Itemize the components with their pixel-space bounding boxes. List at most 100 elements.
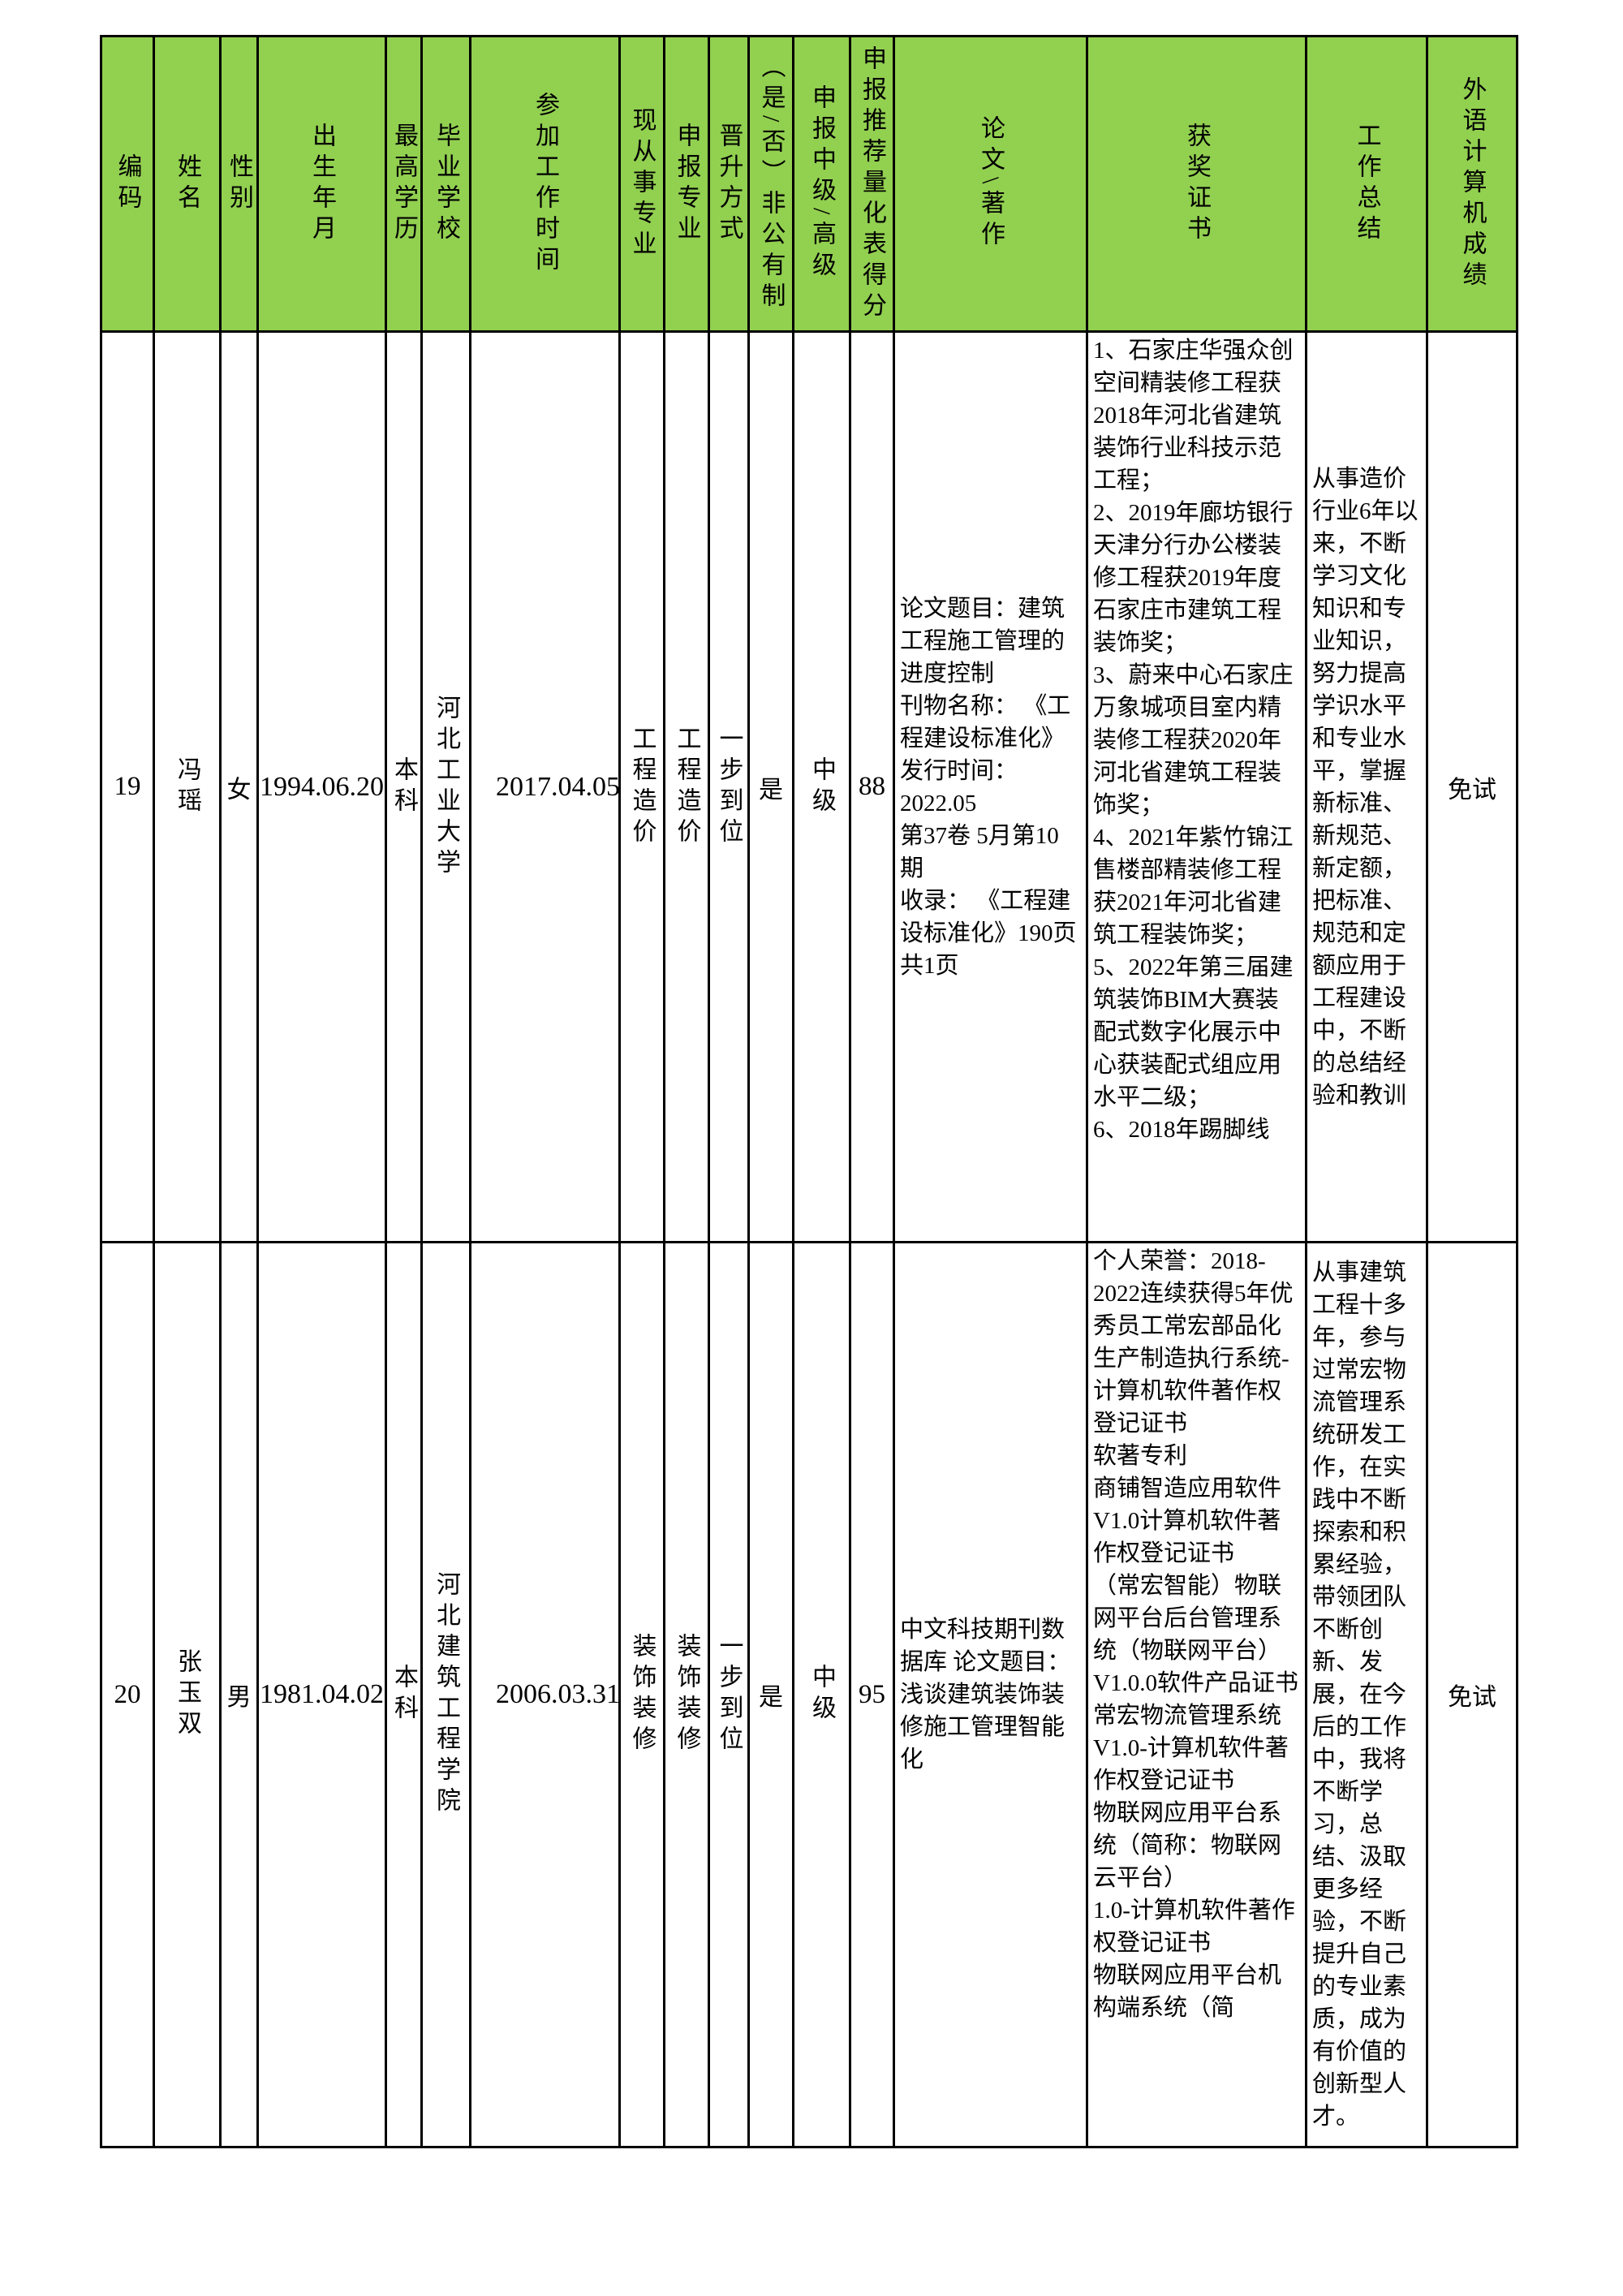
value-current-major: 装饰装修 xyxy=(628,1633,656,1756)
value-gender: 女 xyxy=(226,776,252,803)
header-label-name: 姓名 xyxy=(174,153,200,215)
value-education: 本科 xyxy=(390,756,417,818)
cell-foreign-computer: 免试 xyxy=(1426,1241,1518,2148)
header-label-school: 毕业学校 xyxy=(433,122,459,246)
table-row-20: 20 张玉双 男 1981.04.02 本科 河北建筑工程学院 2006.03.… xyxy=(100,1241,1518,2148)
value-name: 张玉双 xyxy=(174,1648,200,1741)
value-school: 河北建筑工程学院 xyxy=(433,1571,459,1818)
cell-papers: 论文题目：建筑工程施工管理的进度控制 刊物名称： 《工程建设标准化》 发行时间：… xyxy=(893,330,1088,1243)
value-education: 本科 xyxy=(390,1664,417,1725)
header-cell-non-public: （是/否）非公有制 xyxy=(747,35,794,333)
value-awards: 1、石家庄华强众创空间精装修工程获2018年河北省建筑装饰行业科技示范工程； 2… xyxy=(1093,338,1294,1143)
header-label-foreign-computer: 外语计算机成绩 xyxy=(1458,75,1486,292)
value-name: 冯瑶 xyxy=(174,756,200,818)
cell-work-start: 2006.03.31 xyxy=(469,1241,621,2148)
cell-code: 20 xyxy=(100,1241,155,2148)
header-cell-name: 姓名 xyxy=(153,35,222,333)
cell-promotion: 一步到位 xyxy=(708,330,750,1243)
header-cell-declared-major: 申报专业 xyxy=(663,35,710,333)
cell-summary: 从事造价行业6年以来，不断学习文化知识和专业知识，努力提高学识水平和专业水平，掌… xyxy=(1305,330,1428,1243)
cell-name: 冯瑶 xyxy=(153,330,222,1243)
cell-work-start: 2017.04.05 xyxy=(469,330,621,1243)
value-non-public: 是 xyxy=(759,1684,783,1711)
cell-score: 95 xyxy=(849,1241,895,2148)
header-cell-school: 毕业学校 xyxy=(420,35,471,333)
value-promotion: 一步到位 xyxy=(715,725,743,849)
cell-birth: 1981.04.02 xyxy=(256,1241,387,2148)
cell-non-public: 是 xyxy=(747,1241,794,2148)
cell-foreign-computer: 免试 xyxy=(1426,330,1518,1243)
value-birth: 1981.04.02 xyxy=(260,1679,384,1709)
cell-awards: 个人荣誉：2018-2022连续获得5年优秀员工常宏部品化生产制造执行系统-计算… xyxy=(1086,1241,1307,2148)
header-cell-foreign-computer: 外语计算机成绩 xyxy=(1426,35,1518,333)
value-declared-major: 工程造价 xyxy=(673,725,700,849)
value-gender: 男 xyxy=(226,1684,252,1711)
cell-school: 河北工业大学 xyxy=(420,330,471,1243)
cell-current-major: 工程造价 xyxy=(618,330,665,1243)
cell-education: 本科 xyxy=(385,330,423,1243)
header-cell-work-start: 参加工作时间 xyxy=(469,35,621,333)
value-awards: 个人荣誉：2018-2022连续获得5年优秀员工常宏部品化生产制造执行系统-计算… xyxy=(1093,1248,1298,2021)
value-birth: 1994.06.20 xyxy=(260,771,384,802)
cell-awards: 1、石家庄华强众创空间精装修工程获2018年河北省建筑装饰行业科技示范工程； 2… xyxy=(1086,330,1307,1243)
header-cell-gender: 性别 xyxy=(219,35,259,333)
header-label-code: 编码 xyxy=(114,153,141,215)
header-label-gender: 性别 xyxy=(226,153,252,215)
personnel-review-table: 编码 姓名 性别 出生年月 最高学历 毕业学校 参加工作时间 现从事专业 申报专… xyxy=(100,35,1518,2148)
cell-level: 中级 xyxy=(792,1241,851,2148)
cell-declared-major: 装饰装修 xyxy=(663,1241,710,2148)
value-school: 河北工业大学 xyxy=(433,694,459,880)
header-cell-summary: 工作总结 xyxy=(1305,35,1428,333)
value-code: 20 xyxy=(114,1679,141,1709)
cell-declared-major: 工程造价 xyxy=(663,330,710,1243)
cell-name: 张玉双 xyxy=(153,1241,222,2148)
header-cell-level: 申报中级/高级 xyxy=(792,35,851,333)
header-label-papers: 论文\著作 xyxy=(977,115,1004,252)
value-code: 19 xyxy=(114,772,141,801)
header-cell-promotion: 晋升方式 xyxy=(708,35,750,333)
header-cell-birth: 出生年月 xyxy=(256,35,387,333)
header-label-work-start: 参加工作时间 xyxy=(532,91,558,277)
value-work-start: 2006.03.31 xyxy=(496,1679,618,1709)
header-cell-awards: 获奖证书 xyxy=(1086,35,1307,333)
cell-non-public: 是 xyxy=(747,330,794,1243)
header-label-summary: 工作总结 xyxy=(1353,122,1380,246)
cell-papers: 中文科技期刊数据库 论文题目：浅谈建筑装饰装修施工管理智能化 xyxy=(893,1241,1088,2148)
value-level: 中级 xyxy=(808,1664,835,1725)
value-declared-major: 装饰装修 xyxy=(673,1633,700,1756)
header-label-score: 申报推荐量化表得分 xyxy=(859,45,885,323)
value-current-major: 工程造价 xyxy=(628,725,656,849)
table-row-19: 19 冯瑶 女 1994.06.20 本科 河北工业大学 2017.04.05 … xyxy=(100,330,1518,1243)
header-cell-education: 最高学历 xyxy=(385,35,423,333)
cell-education: 本科 xyxy=(385,1241,423,2148)
value-papers: 中文科技期刊数据库 论文题目：浅谈建筑装饰装修施工管理智能化 xyxy=(900,1617,1071,1773)
value-score: 88 xyxy=(859,772,885,801)
value-score: 95 xyxy=(859,1679,885,1709)
cell-promotion: 一步到位 xyxy=(708,1241,750,2148)
cell-current-major: 装饰装修 xyxy=(618,1241,665,2148)
cell-school: 河北建筑工程学院 xyxy=(420,1241,471,2148)
header-label-level: 申报中级/高级 xyxy=(808,84,835,283)
cell-code: 19 xyxy=(100,330,155,1243)
header-cell-score: 申报推荐量化表得分 xyxy=(849,35,895,333)
header-cell-code: 编码 xyxy=(100,35,155,333)
header-label-declared-major: 申报专业 xyxy=(673,122,700,246)
value-level: 中级 xyxy=(808,756,835,818)
value-non-public: 是 xyxy=(759,776,783,803)
value-papers: 论文题目：建筑工程施工管理的进度控制 刊物名称： 《工程建设标准化》 发行时间：… xyxy=(900,595,1077,979)
header-label-education: 最高学历 xyxy=(390,122,417,246)
value-promotion: 一步到位 xyxy=(715,1633,743,1756)
cell-level: 中级 xyxy=(792,330,851,1243)
header-cell-current-major: 现从事专业 xyxy=(618,35,665,333)
value-foreign-computer: 免试 xyxy=(1448,776,1496,803)
cell-summary: 从事建筑工程十多年，参与过常宏物流管理系统研发工作，在实践中不断探索和积累经验，… xyxy=(1305,1241,1428,2148)
header-cell-papers: 论文\著作 xyxy=(893,35,1088,333)
value-summary: 从事建筑工程十多年，参与过常宏物流管理系统研发工作，在实践中不断探索和积累经验，… xyxy=(1312,1260,1407,2130)
value-summary: 从事造价行业6年以来，不断学习文化知识和专业知识，努力提高学识水平和专业水平，掌… xyxy=(1312,465,1419,1109)
header-label-current-major: 现从事专业 xyxy=(628,106,656,261)
cell-score: 88 xyxy=(849,330,895,1243)
header-label-non-public: （是/否）非公有制 xyxy=(757,54,785,314)
cell-birth: 1994.06.20 xyxy=(256,330,387,1243)
header-label-awards: 获奖证书 xyxy=(1183,122,1210,246)
